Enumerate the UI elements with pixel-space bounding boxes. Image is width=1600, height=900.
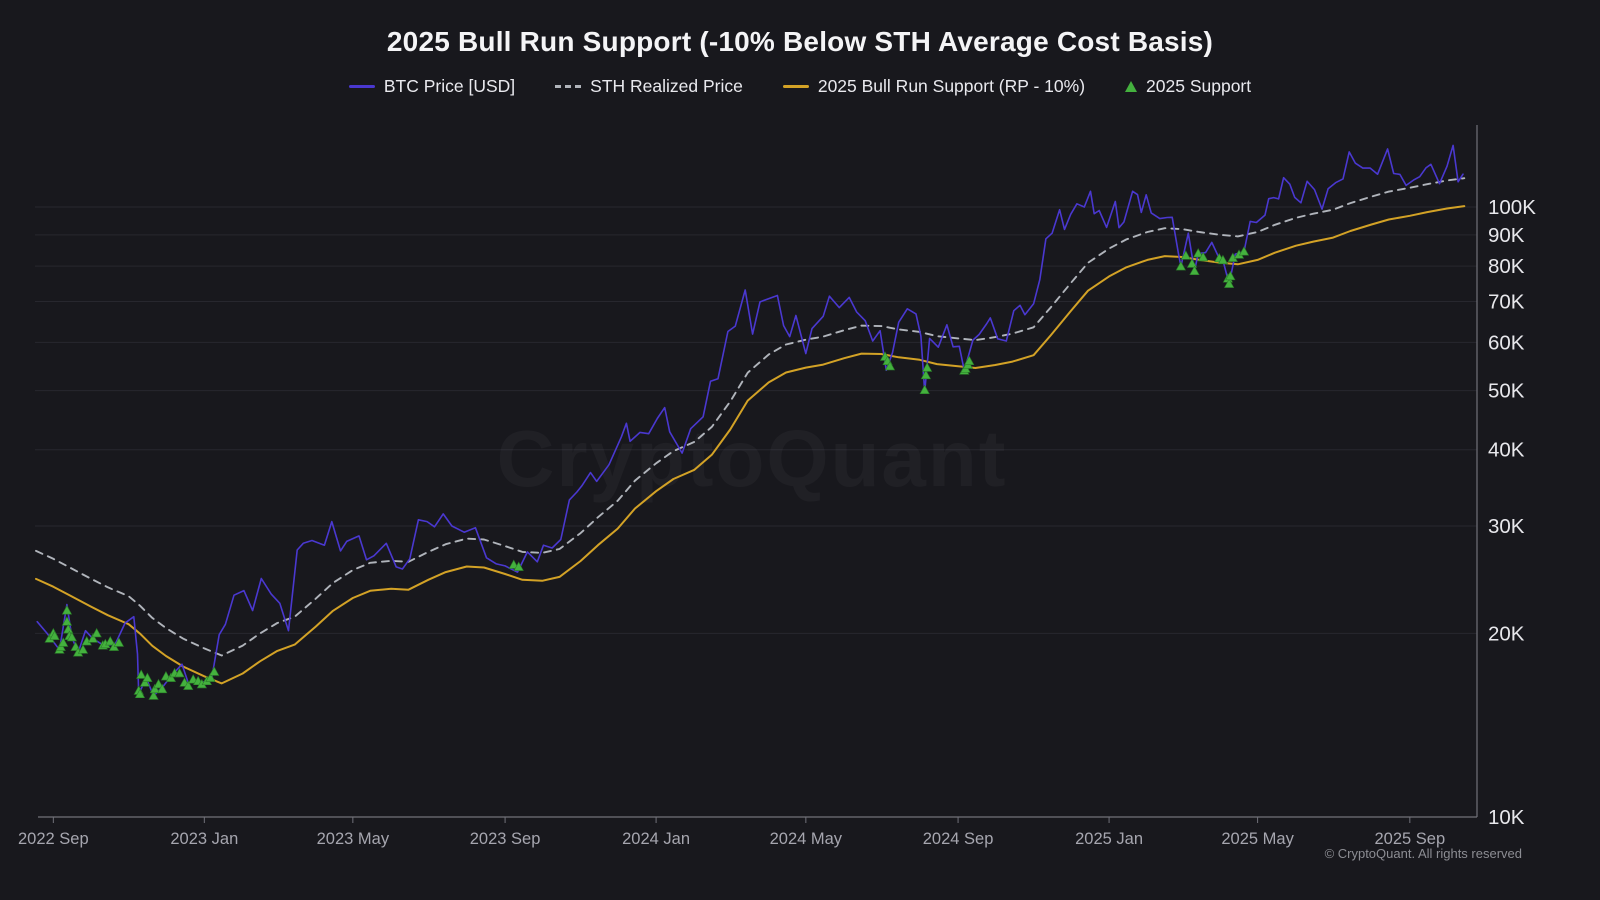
support-triangle-marker [919, 384, 930, 394]
support-triangle-marker [142, 672, 153, 682]
support-triangle-marker [209, 666, 220, 676]
legend-item-2025-support[interactable]: 2025 Support [1125, 76, 1251, 97]
legend-item-btc-price-usd[interactable]: BTC Price [USD] [348, 76, 516, 97]
support-triangle-marker [1193, 248, 1204, 258]
support-triangle-marker [1175, 261, 1186, 271]
x-axis-label: 2025 May [1221, 830, 1294, 848]
legend-item-label: 2025 Bull Run Support (RP - 10%) [817, 76, 1086, 96]
x-axis-label: 2025 Jan [1075, 830, 1143, 848]
y-axis-label: 30K [1488, 515, 1525, 538]
support-triangle-marker [1224, 278, 1235, 288]
y-axis-label: 70K [1488, 290, 1525, 313]
support-triangle-marker [148, 690, 159, 700]
support-triangle-marker [134, 688, 146, 699]
support-triangle-marker [922, 362, 933, 372]
y-axis-label: 90K [1488, 224, 1525, 247]
legend-line-swatch [782, 85, 809, 88]
chart-legend: BTC Price [USD] STH Realized Price 2025 Bu… [0, 76, 1600, 97]
support-triangle-marker [1225, 270, 1236, 281]
legend-dashed-swatch [555, 85, 582, 88]
support-triangle-marker [964, 355, 975, 365]
x-axis-label: 2024 Jan [622, 830, 690, 848]
x-axis-label: 2023 Sep [470, 830, 541, 848]
support-triangle-marker [513, 561, 524, 571]
support-triangle-marker [205, 672, 216, 682]
x-axis-label: 2024 May [770, 830, 843, 848]
y-axis-label: 10K [1488, 806, 1525, 829]
x-axis-label: 2024 Sep [923, 830, 994, 848]
support-triangle-marker [149, 683, 160, 694]
support-triangle-marker [1238, 246, 1250, 256]
x-axis-label: 2023 Jan [170, 830, 238, 848]
watermark-text: CryptoQuant [497, 414, 1008, 503]
x-axis-label: 2025 Sep [1375, 830, 1446, 848]
gridlines [35, 206, 1477, 634]
support-triangle-marker [61, 605, 73, 615]
y-axis-label: 100K [1488, 196, 1536, 219]
legend-item-label: STH Realized Price [590, 76, 743, 96]
legend-line-swatch [348, 85, 375, 88]
support-marker-group [44, 246, 1250, 700]
support-triangle-marker [113, 637, 125, 647]
support-triangle-marker [157, 683, 168, 694]
support-triangle-marker [61, 616, 73, 626]
copyright-notice: © CryptoQuant. All rights reserved [1324, 846, 1522, 861]
support-triangle-marker [136, 669, 147, 679]
y-axis-label: 50K [1488, 380, 1525, 403]
legend-item-label: BTC Price [USD] [383, 76, 516, 96]
x-axis-label: 2023 May [317, 830, 390, 848]
support-triangle-marker [174, 667, 185, 678]
y-axis-label: 40K [1488, 439, 1525, 462]
legend-item-label: 2025 Support [1146, 76, 1252, 96]
y-axis-label: 80K [1488, 255, 1525, 278]
support-triangle-marker [884, 360, 896, 371]
sth-realized-price-line [35, 177, 1466, 657]
support-triangle-marker [87, 633, 99, 643]
support-triangle-marker [1186, 258, 1198, 268]
support-triangle-marker [77, 644, 89, 654]
support-triangle-marker [105, 636, 116, 646]
btc-price-usd-line [36, 144, 1464, 697]
legend-item-sth-realized-price[interactable]: STH Realized Price [555, 76, 743, 97]
x-axis-labels: 2022 Sep 2023 Jan 2023 May 2023 Sep 2024 Jan… [18, 817, 1445, 848]
y-axis-labels: 100K 90K 80K 70K 60K 50K 40K 30K 20K 10K [1488, 196, 1536, 829]
support-triangle-marker [1189, 265, 1200, 276]
legend-item-2025-bull-run-support-rp-10[interactable]: 2025 Bull Run Support (RP - 10%) [782, 76, 1086, 97]
x-axis-label: 2022 Sep [18, 830, 89, 848]
support-triangle-marker [66, 631, 77, 642]
support-triangle-marker [153, 678, 164, 689]
support-triangle-marker [1180, 250, 1191, 260]
support-triangle-marker [1198, 251, 1209, 262]
legend-triangle-icon [1125, 81, 1138, 92]
y-axis-label: 20K [1488, 622, 1525, 645]
support-triangle-marker [91, 627, 102, 638]
support-triangle-marker [920, 369, 932, 380]
support-triangle-marker [1217, 254, 1229, 265]
support-triangle-marker [165, 672, 177, 682]
support-triangle-marker [139, 677, 151, 687]
support-triangle-marker [183, 680, 194, 690]
y-axis-label: 60K [1488, 331, 1525, 354]
axes [38, 125, 1478, 818]
support-triangle-marker [58, 637, 69, 647]
chart-title: 2025 Bull Run Support (-10% Below STH Av… [386, 26, 1214, 57]
support-triangle-marker [49, 630, 60, 640]
